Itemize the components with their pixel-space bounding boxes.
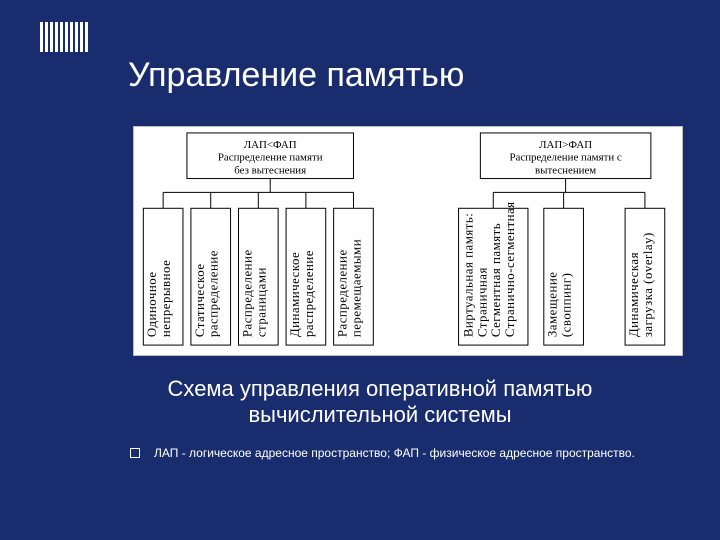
svg-text:ЛАП>ФАП: ЛАП>ФАП [539,139,592,151]
diagram-svg: ЛАП<ФАПРаспределение памятибез вытеснени… [134,127,682,355]
slide-title: Управление памятью [128,56,464,95]
svg-text:Распределение памяти с: Распределение памяти с [509,152,621,164]
svg-text:ЛАП<ФАП: ЛАП<ФАП [244,139,297,151]
diagram-frame: ЛАП<ФАПРаспределение памятибез вытеснени… [133,126,683,356]
svg-text:без вытеснения: без вытеснения [234,165,306,177]
svg-text:вытеснением: вытеснением [535,165,596,177]
svg-text:Динамическоераспределение: Динамическоераспределение [288,250,316,337]
bullet-icon [130,448,140,458]
diagram-caption: Схема управления оперативной памятью выч… [90,376,670,428]
svg-text:Замещение(своппинг): Замещение(своппинг) [546,272,574,338]
footnote-row: ЛАП - логическое адресное пространство; … [130,446,635,460]
svg-text:Распределениеперемещаемыми: Распределениеперемещаемыми [336,239,364,337]
decor-stripes [40,22,100,52]
slide: Управление памятью ЛАП<ФАПРаспределение … [0,0,720,540]
footnote-text: ЛАП - логическое адресное пространство; … [154,446,635,460]
svg-text:Распределение памяти: Распределение памяти [218,152,323,164]
